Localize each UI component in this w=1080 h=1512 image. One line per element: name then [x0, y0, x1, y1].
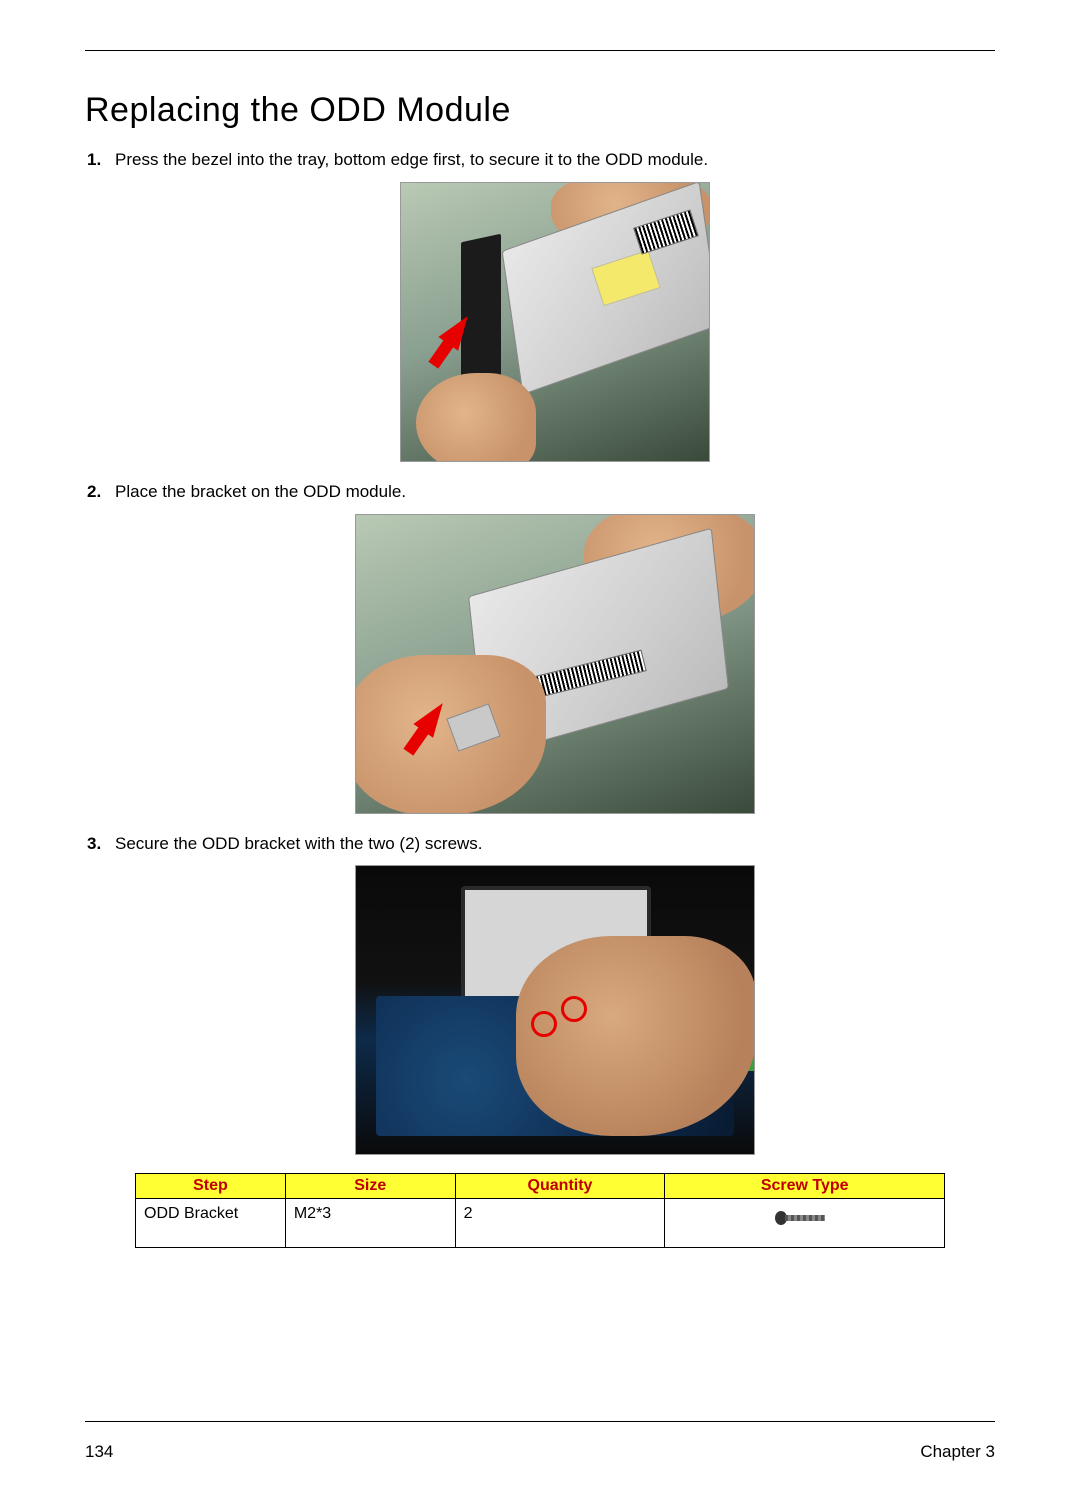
cell-quantity: 2	[455, 1199, 665, 1248]
table-header-row: Step Size Quantity Screw Type	[136, 1174, 945, 1199]
photo-screw-secure	[355, 865, 755, 1155]
page-number: 134	[85, 1442, 113, 1462]
figure-2	[115, 514, 995, 814]
table-row: ODD Bracket M2*3 2	[136, 1199, 945, 1248]
screw-icon	[775, 1207, 835, 1229]
step-3-text: Secure the ODD bracket with the two (2) …	[115, 834, 483, 853]
chapter-label: Chapter 3	[920, 1442, 995, 1462]
photo-bezel-install	[400, 182, 710, 462]
th-step: Step	[136, 1174, 286, 1199]
cell-step: ODD Bracket	[136, 1199, 286, 1248]
step-2: Place the bracket on the ODD module.	[115, 480, 995, 814]
th-size: Size	[285, 1174, 455, 1199]
hand-icon	[416, 373, 536, 462]
cell-size: M2*3	[285, 1199, 455, 1248]
hand-icon	[355, 655, 546, 814]
hand-icon	[516, 936, 755, 1136]
figure-3	[115, 865, 995, 1155]
figure-1	[115, 182, 995, 462]
screw-table: Step Size Quantity Screw Type ODD Bracke…	[135, 1173, 945, 1248]
page-footer: 134 Chapter 3	[85, 1442, 995, 1462]
th-screw-type: Screw Type	[665, 1174, 945, 1199]
step-1-text: Press the bezel into the tray, bottom ed…	[115, 150, 708, 169]
step-1: Press the bezel into the tray, bottom ed…	[115, 148, 995, 462]
th-quantity: Quantity	[455, 1174, 665, 1199]
steps-list: Press the bezel into the tray, bottom ed…	[85, 148, 995, 1155]
cell-screw-type	[665, 1199, 945, 1248]
photo-bracket-place	[355, 514, 755, 814]
section-title: Replacing the ODD Module	[85, 91, 995, 130]
step-2-text: Place the bracket on the ODD module.	[115, 482, 406, 501]
bottom-rule	[85, 1421, 995, 1422]
top-rule	[85, 50, 995, 51]
step-3: Secure the ODD bracket with the two (2) …	[115, 832, 995, 1156]
